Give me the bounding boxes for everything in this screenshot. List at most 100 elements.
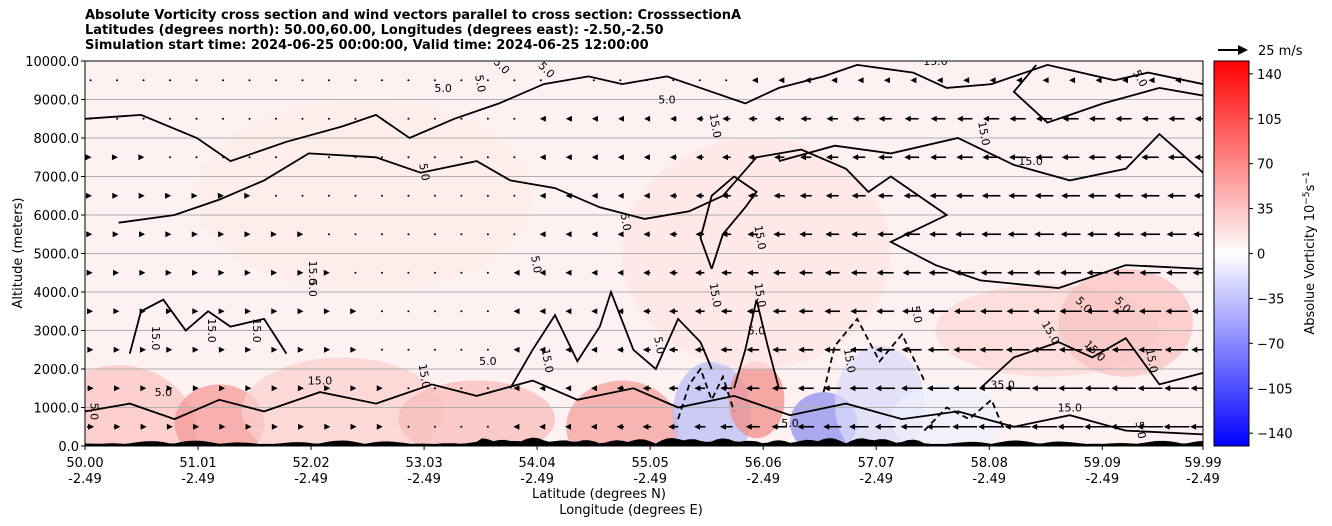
wind-vector-head (955, 192, 962, 199)
wind-vector-head (929, 231, 936, 238)
wind-vector-dot (645, 79, 648, 82)
wind-vector-head (86, 231, 93, 238)
wind-vector-head (823, 385, 830, 392)
contour-label: 5.0 (416, 162, 432, 181)
plot-area: 5.05.05.015.015.0 15.0 15.015.05.0 5.05.0 5.… (84, 55, 1204, 447)
wind-vector-head (721, 192, 728, 199)
x-axis: 50.00-2.4951.01-2.4952.02-2.4953.03-2.49… (66, 446, 1222, 487)
wind-vector-dot (486, 194, 489, 197)
wind-vector-head (1004, 423, 1011, 430)
wind-vector-head (1175, 77, 1182, 84)
wind-vector-head (1031, 385, 1038, 392)
wind-vector-head (1032, 346, 1039, 353)
vorticity-patch (1058, 268, 1193, 377)
wind-vector-head (721, 154, 728, 161)
contour-label: 5.0 (306, 279, 319, 297)
wind-vector-dot (460, 79, 463, 82)
x-tick-label-latitude: 50.00 (66, 456, 103, 471)
wind-vector-head (1164, 385, 1171, 392)
x-tick-label-longitude: -2.49 (1085, 472, 1119, 487)
wind-vector-head (1088, 115, 1095, 122)
wind-vector-head (1164, 346, 1171, 353)
x-tick-label-latitude: 57.07 (858, 456, 895, 471)
contour-label: 5.0 (479, 355, 497, 368)
vorticity-patch (85, 365, 197, 446)
y-tick-label: 9000.0 (34, 94, 80, 109)
wind-vector-dot (407, 425, 410, 428)
wind-vector-dot (407, 79, 410, 82)
wind-vector-head (773, 192, 780, 199)
wind-vector-dot (354, 271, 357, 274)
wind-vector-head (695, 192, 702, 199)
wind-vector-dot (460, 233, 463, 236)
contour-label: 15.0 (1058, 401, 1083, 414)
contour-label: 15.0 (975, 120, 992, 146)
wind-vector-head (952, 385, 959, 392)
wind-vector-head (616, 385, 623, 392)
wind-vector-head (956, 154, 963, 161)
contour-label: 35.0 (990, 378, 1015, 391)
wind-vector-head (139, 269, 146, 276)
wind-vector-head (192, 385, 199, 392)
x-tick-label-latitude: 58.08 (971, 456, 1008, 471)
wind-vector-head (85, 154, 92, 161)
wind-vector-head (1137, 423, 1144, 430)
wind-vector-head (1139, 269, 1146, 276)
colorbar-tick-label: −70 (1257, 337, 1284, 352)
wind-vector-head (1042, 77, 1049, 84)
wind-vector-head (1088, 154, 1095, 161)
wind-vector-dot (274, 117, 277, 120)
wind-vector-dot (195, 156, 198, 159)
wind-vector-dot (169, 156, 172, 159)
wind-vector-head (883, 77, 890, 84)
wind-vector-head (669, 269, 676, 276)
wind-vector-head (114, 423, 121, 430)
wind-vector-head (87, 308, 94, 315)
wind-vector-head (245, 385, 252, 392)
wind-vector-head (798, 346, 805, 353)
wind-vector-dot (407, 271, 410, 274)
wind-vectors (85, 77, 1203, 430)
wind-vector-head (902, 269, 909, 276)
wind-vector-head (539, 115, 546, 122)
wind-vector-dot (407, 310, 410, 313)
wind-vector-head (591, 192, 598, 199)
wind-vector-head (644, 115, 651, 122)
wind-vector-dot (513, 79, 516, 82)
wind-vector-head (1060, 231, 1067, 238)
contour-line (85, 63, 1203, 163)
x-axis-label-longitude: Longitude (degrees E) (559, 503, 703, 518)
colorbar-tick-label: −35 (1257, 292, 1284, 307)
wind-vector-head (1194, 115, 1201, 122)
wind-vector-dot (486, 271, 489, 274)
contour-label: 15.0 (923, 55, 948, 68)
wind-vector-head (86, 269, 93, 276)
colorbar-tick-label: −105 (1257, 382, 1293, 397)
vorticity-field (85, 99, 1193, 446)
wind-vector-head (113, 346, 120, 353)
wind-vector-head (910, 77, 917, 84)
wind-vector-head (902, 308, 909, 315)
contour-label: 5.0 (528, 255, 544, 274)
wind-vector-head (617, 308, 624, 315)
wind-vector-head (591, 346, 598, 353)
wind-vector-head (877, 231, 884, 238)
wind-vector-dot (354, 156, 357, 159)
wind-vector-head (1122, 77, 1129, 84)
wind-vector-head (539, 308, 546, 315)
wind-vector-head (297, 346, 304, 353)
wind-vector-head (748, 154, 755, 161)
wind-vector-head (616, 423, 623, 430)
wind-vector-head (219, 423, 226, 430)
wind-vector-dot (460, 310, 463, 313)
wind-vector-head (694, 308, 701, 315)
wind-vector-head (114, 385, 121, 392)
wind-vector-head (952, 423, 959, 430)
wind-vector-head (798, 308, 805, 315)
contour-line (677, 367, 735, 420)
wind-vector-dot (274, 194, 277, 197)
wind-vector-dot (539, 79, 542, 82)
contour-label: 15.0 (751, 224, 768, 250)
wind-vector-head (1031, 423, 1038, 430)
wind-vector-head (1062, 115, 1069, 122)
